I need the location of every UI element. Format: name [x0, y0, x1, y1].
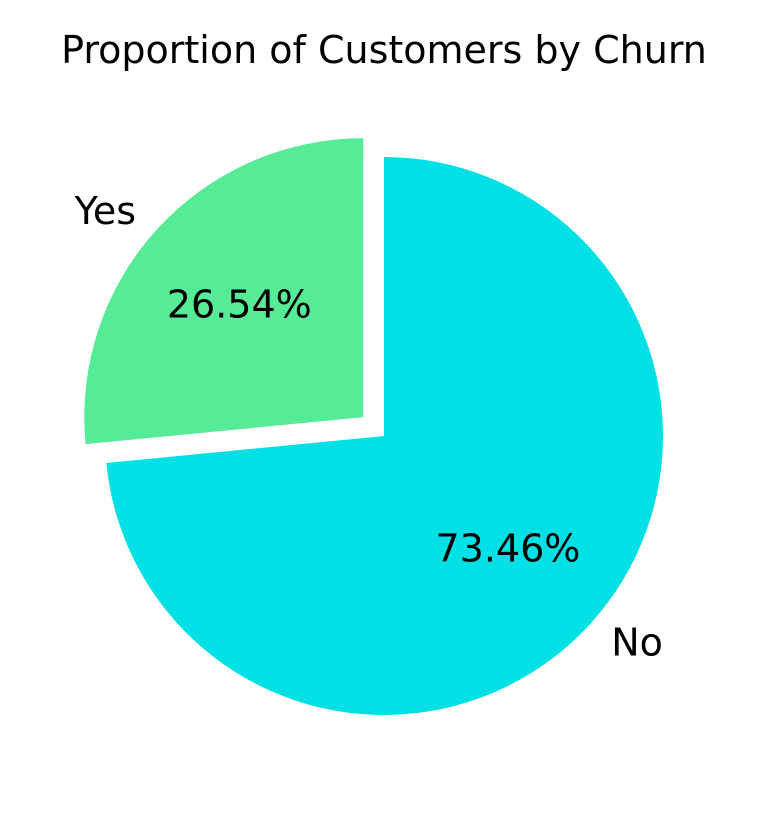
chart-title: Proportion of Customers by Churn [61, 28, 707, 72]
slice-label-no: No [611, 620, 663, 664]
slice-label-yes: Yes [74, 189, 136, 233]
pct-label-yes: 26.54% [167, 283, 312, 327]
pie-slice-yes [84, 138, 364, 445]
pie-labels: No 73.46% Yes 26.54% [74, 189, 663, 664]
pct-label-no: 73.46% [436, 527, 581, 571]
pie-slice-no [106, 157, 664, 716]
pie-slices [84, 138, 664, 716]
